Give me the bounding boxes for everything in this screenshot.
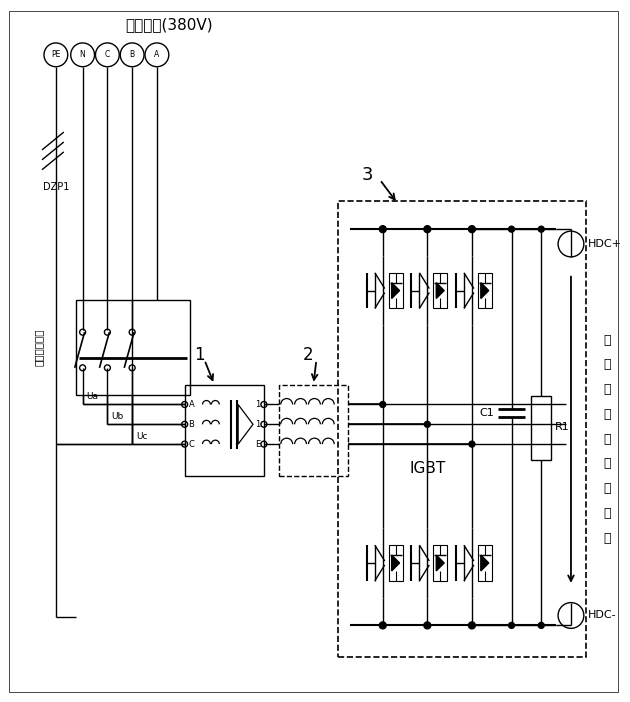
Circle shape (538, 226, 544, 232)
Circle shape (424, 226, 431, 232)
Text: C: C (105, 51, 110, 60)
Text: C1: C1 (479, 409, 494, 418)
Circle shape (379, 226, 386, 232)
Circle shape (469, 441, 475, 447)
Text: C: C (188, 439, 195, 449)
Circle shape (380, 402, 386, 407)
Circle shape (538, 623, 544, 628)
Text: 1: 1 (194, 346, 205, 364)
Text: 高: 高 (604, 333, 611, 347)
Bar (433, 273, 447, 308)
Bar (531, 395, 551, 460)
Text: HDC+: HDC+ (588, 239, 622, 249)
Text: 输: 输 (604, 482, 611, 495)
Text: HDC-: HDC- (588, 611, 616, 621)
Bar (478, 545, 492, 581)
Circle shape (424, 622, 431, 629)
Text: B: B (130, 51, 135, 60)
Text: 出: 出 (604, 507, 611, 520)
Text: Ua: Ua (86, 392, 98, 401)
Text: 端: 端 (604, 531, 611, 545)
Text: R1: R1 (555, 423, 570, 432)
Bar (76, 300, 190, 395)
Text: Uc: Uc (136, 432, 147, 441)
Text: 2: 2 (303, 346, 314, 364)
Bar (389, 545, 403, 581)
Text: 国家电网(380V): 国家电网(380V) (125, 18, 213, 32)
Bar (278, 385, 348, 476)
Polygon shape (481, 283, 489, 298)
Bar (389, 273, 403, 308)
Text: 1: 1 (255, 400, 260, 409)
Text: 直: 直 (604, 383, 611, 396)
Polygon shape (436, 555, 444, 571)
Text: N: N (80, 51, 86, 60)
Text: IGBT: IGBT (410, 461, 445, 477)
Text: 压: 压 (604, 358, 611, 371)
Text: A: A (188, 400, 195, 409)
Circle shape (508, 623, 515, 628)
Polygon shape (392, 555, 399, 571)
Text: PE: PE (51, 51, 60, 60)
Bar (338, 201, 586, 657)
Text: 3: 3 (362, 166, 374, 184)
Text: 流: 流 (604, 408, 611, 421)
Text: 1: 1 (255, 420, 260, 429)
Bar (433, 545, 447, 581)
Circle shape (425, 421, 430, 428)
Circle shape (469, 226, 476, 232)
Text: B: B (188, 420, 195, 429)
Text: 过流保护开关: 过流保护开关 (34, 329, 44, 366)
Text: DZP1: DZP1 (43, 182, 69, 192)
Text: 线: 线 (604, 458, 611, 470)
Text: 母: 母 (604, 432, 611, 446)
Circle shape (379, 622, 386, 629)
Text: Ub: Ub (112, 412, 123, 421)
Text: E: E (255, 439, 260, 449)
Bar (185, 385, 264, 476)
Polygon shape (392, 283, 399, 298)
Circle shape (508, 226, 515, 232)
Polygon shape (436, 283, 444, 298)
Polygon shape (481, 555, 489, 571)
Bar (478, 273, 492, 308)
Circle shape (469, 622, 476, 629)
Text: A: A (154, 51, 159, 60)
